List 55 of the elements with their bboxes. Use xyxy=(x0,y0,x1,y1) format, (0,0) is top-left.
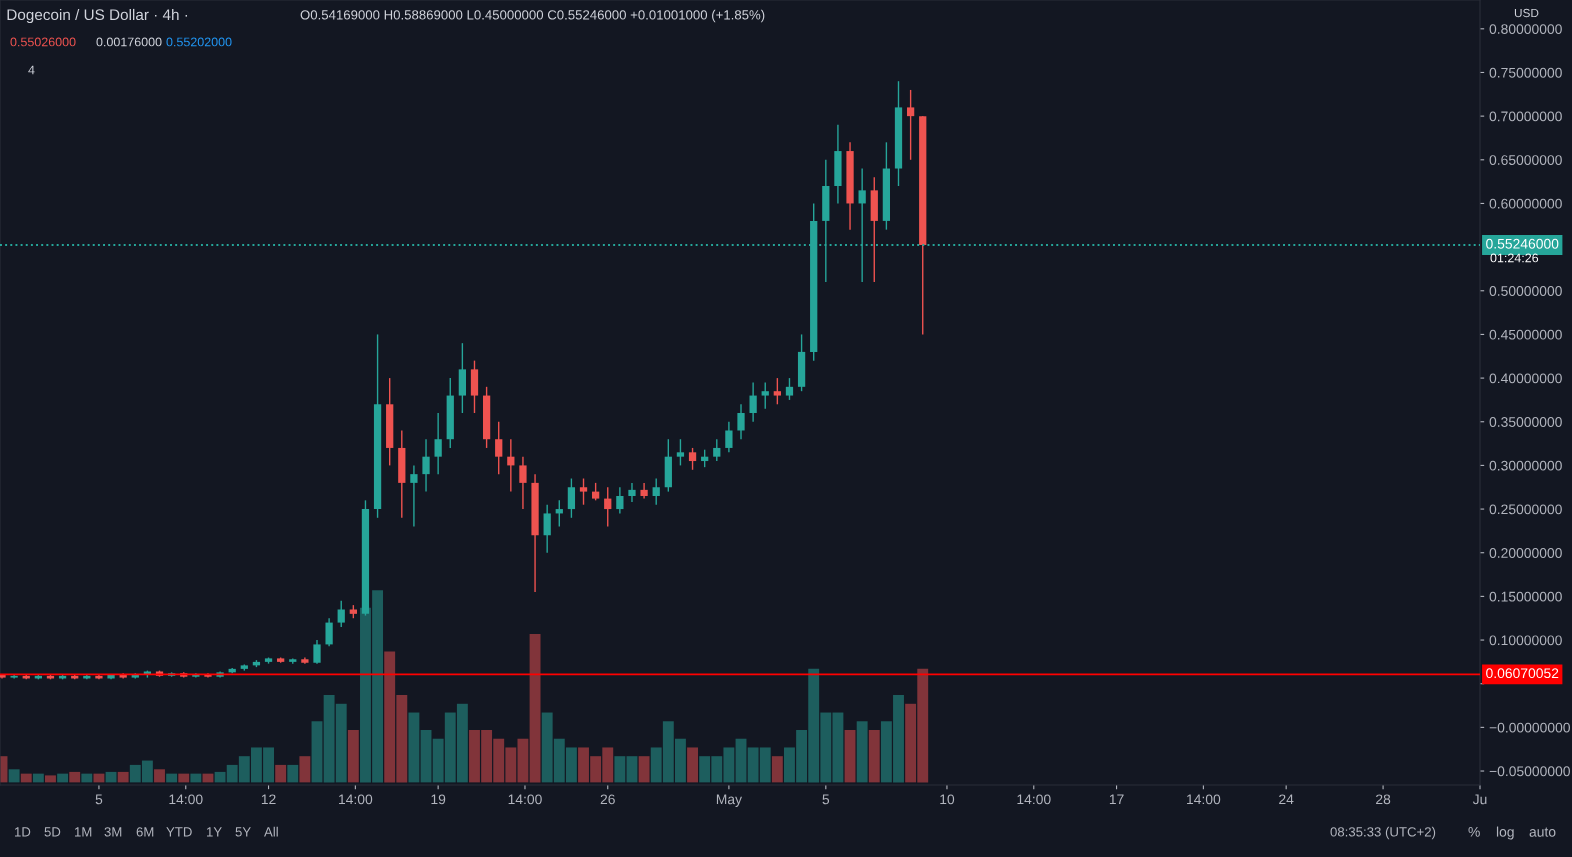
y-tick-label: 0.80000000 xyxy=(1489,24,1562,34)
x-tick-label: 14:00 xyxy=(1017,794,1051,805)
annotation: 0.55026000 xyxy=(10,37,76,47)
text: 08:35:33 (UTC+2) xyxy=(1330,826,1436,840)
x-tick-label: Ju xyxy=(1472,794,1487,805)
text: 3M xyxy=(104,827,122,837)
text: 1M xyxy=(75,827,92,837)
x-tick-label: 14:00 xyxy=(339,794,373,805)
y-tick-label: 0.70000000 xyxy=(1489,111,1562,122)
x-tick-label: 5 xyxy=(95,794,103,805)
x-tick-label: 5 xyxy=(822,794,830,805)
text: 01:24:26 xyxy=(1490,253,1539,263)
text: 1D xyxy=(15,827,31,837)
x-tick-label: 26 xyxy=(600,794,615,805)
annotation: 4 xyxy=(28,65,35,75)
text: 5D xyxy=(44,827,61,837)
y-tick-label: 0.50000000 xyxy=(1489,286,1562,296)
text: 1Y xyxy=(207,827,222,837)
y-tick-label: 0.75000000 xyxy=(1489,67,1562,78)
text: Dogecoin / US Dollar · 4h · xyxy=(7,8,188,24)
x-tick-label: 14:00 xyxy=(508,794,542,805)
text: auto xyxy=(1529,827,1556,837)
annotation: 0.00176000 xyxy=(96,37,162,47)
text: log xyxy=(1496,826,1514,840)
y-tick-label: 0.60000000 xyxy=(1489,198,1562,209)
y-tick-label: 0.10000000 xyxy=(1489,635,1562,646)
y-tick-label: 0.25000000 xyxy=(1489,504,1562,515)
x-tick-label: 24 xyxy=(1279,794,1294,805)
y-tick-label: 0.45000000 xyxy=(1489,329,1562,340)
x-tick-label: 19 xyxy=(431,794,446,805)
y-tick-label: 0.20000000 xyxy=(1489,548,1562,558)
y-tick-label: 0.65000000 xyxy=(1489,155,1562,165)
x-tick-label: 28 xyxy=(1376,794,1391,805)
x-tick-label: 17 xyxy=(1109,794,1124,805)
text: 5Y xyxy=(235,827,251,837)
ref-line-label: 0.06070052 xyxy=(1486,668,1559,679)
text: All xyxy=(264,826,278,837)
x-tick-label: 10 xyxy=(940,794,955,805)
y-tick-label: 0.35000000 xyxy=(1489,417,1562,427)
x-tick-label: 12 xyxy=(261,794,276,805)
y-tick-label: −0.05000000 xyxy=(1489,766,1570,777)
text: USD xyxy=(1514,8,1539,18)
x-tick-label: May xyxy=(716,794,742,807)
y-tick-label: 0.15000000 xyxy=(1489,591,1562,602)
x-tick-label: 14:00 xyxy=(169,794,203,805)
y-tick-label: 0.40000000 xyxy=(1489,373,1562,384)
text: 6M xyxy=(136,827,154,837)
text: YTD xyxy=(166,827,192,837)
y-tick-label: 0.30000000 xyxy=(1489,460,1562,471)
annotation: O0.54169000 H0.58869000 L0.45000000 C0.55246000 +0.01001000 (+1.85%) xyxy=(300,9,765,23)
x-tick-label: 14:00 xyxy=(1187,794,1221,805)
ref-line-label: 0.55246000 xyxy=(1486,238,1559,249)
annotation: 0.55202000 xyxy=(166,37,232,47)
y-tick-label: −0.00000000 xyxy=(1489,722,1570,733)
text: % xyxy=(1468,826,1480,837)
